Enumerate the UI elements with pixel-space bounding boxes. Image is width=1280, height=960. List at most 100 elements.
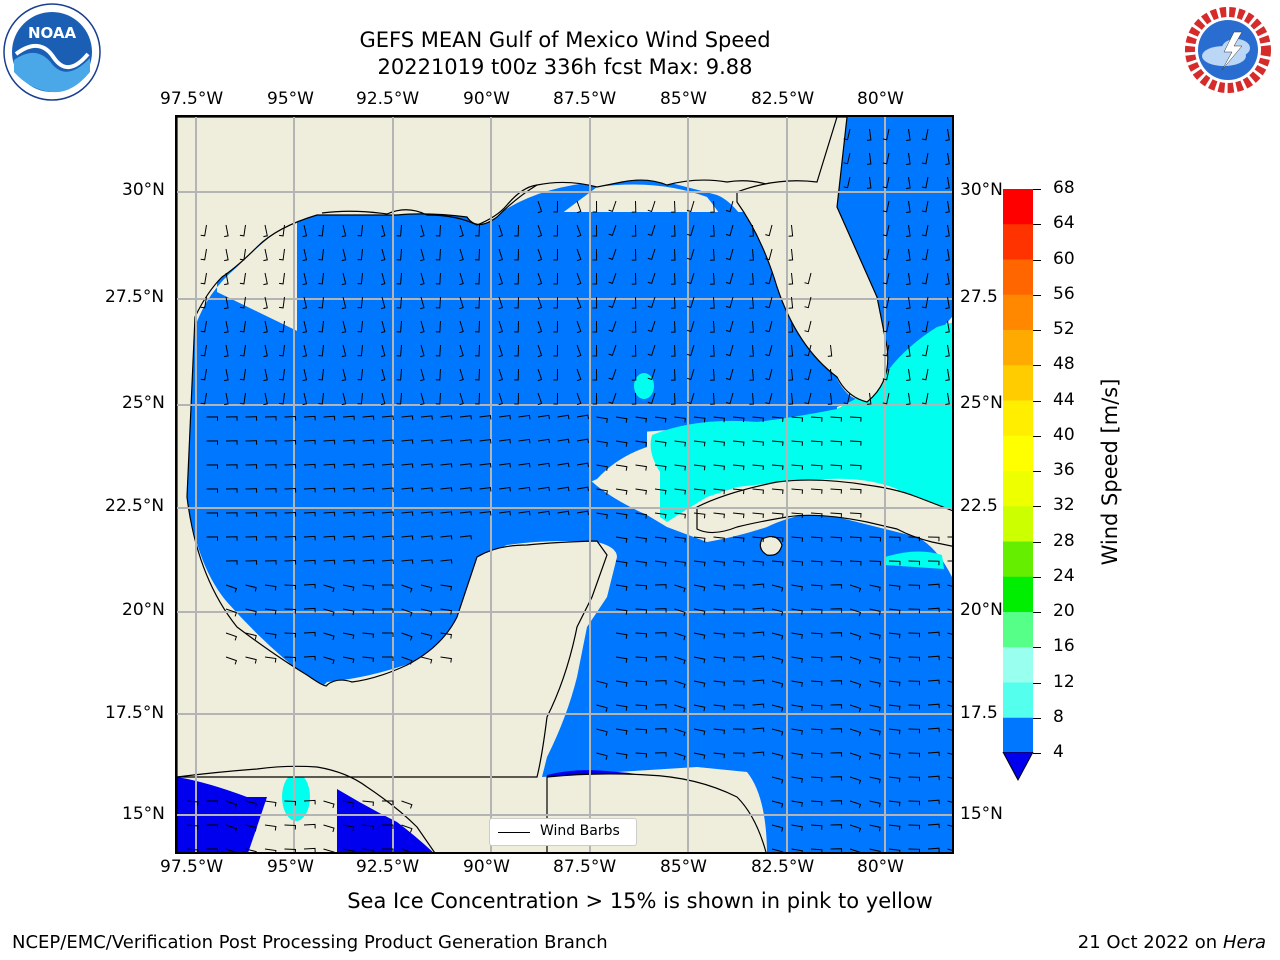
wind-barb bbox=[592, 296, 598, 309]
wind-barb bbox=[284, 632, 297, 638]
wind-barb bbox=[670, 320, 676, 333]
wind-barb bbox=[830, 584, 843, 589]
wind-barb bbox=[342, 608, 355, 616]
lat-label-left: 20°N bbox=[122, 600, 165, 620]
wind-barb bbox=[440, 559, 453, 564]
wind-barb bbox=[827, 368, 833, 381]
wind-barb bbox=[647, 344, 656, 357]
wind-barb bbox=[908, 752, 921, 758]
colorbar-band bbox=[1003, 506, 1033, 542]
wind-barb bbox=[459, 487, 472, 492]
wind-barb bbox=[888, 824, 901, 831]
wind-barb bbox=[357, 344, 363, 357]
wind-barb bbox=[498, 486, 511, 492]
wind-barb bbox=[557, 414, 570, 420]
wind-barb bbox=[654, 440, 667, 447]
wind-barb bbox=[341, 368, 347, 382]
colorbar-title: Wind Speed [m/s] bbox=[1098, 378, 1122, 566]
wind-barb bbox=[239, 320, 246, 333]
wind-barb bbox=[537, 272, 543, 286]
colorbar-band bbox=[1003, 435, 1033, 472]
wind-barb bbox=[557, 438, 570, 444]
wind-barb bbox=[263, 320, 268, 334]
wind-barb bbox=[830, 776, 843, 781]
wind-barb bbox=[382, 656, 394, 661]
wind-barb bbox=[725, 344, 734, 357]
wind-barb bbox=[362, 800, 374, 807]
wind-barb bbox=[788, 392, 794, 405]
wind-barb bbox=[303, 415, 316, 421]
wind-barb bbox=[303, 511, 316, 517]
wind-barb bbox=[225, 464, 238, 469]
wind-barb bbox=[318, 368, 324, 381]
wind-barb bbox=[713, 464, 725, 471]
wind-barb bbox=[342, 584, 355, 592]
lon-label-bottom: 85°W bbox=[660, 857, 707, 877]
wind-barb bbox=[474, 320, 480, 333]
wind-barb bbox=[323, 415, 336, 421]
wind-barb bbox=[206, 800, 218, 805]
wind-barb bbox=[791, 416, 804, 422]
wind-barb bbox=[869, 680, 881, 688]
wind-barb bbox=[396, 392, 402, 405]
wind-barb bbox=[420, 439, 433, 444]
wind-barb bbox=[225, 488, 238, 493]
wind-barb bbox=[498, 392, 504, 406]
wind-barb bbox=[791, 680, 803, 687]
wind-barb bbox=[284, 463, 297, 469]
wind-barb bbox=[908, 824, 921, 830]
wind-barb bbox=[771, 824, 784, 832]
wind-barb bbox=[921, 176, 929, 189]
wind-barb bbox=[264, 848, 277, 852]
wind-barb bbox=[498, 462, 511, 468]
wind-barb bbox=[284, 584, 297, 590]
colorbar-tick-label: 64 bbox=[1053, 213, 1075, 234]
wind-barb bbox=[908, 848, 921, 852]
wind-barb bbox=[518, 414, 531, 420]
wind-barb bbox=[686, 296, 695, 309]
wind-barb bbox=[537, 200, 543, 214]
wind-barb bbox=[342, 848, 355, 852]
wind-barb bbox=[830, 608, 843, 613]
wind-barb bbox=[635, 584, 648, 590]
wind-barb bbox=[380, 248, 386, 262]
wind-barb bbox=[752, 488, 764, 495]
colorbar-band bbox=[1003, 189, 1033, 225]
wind-barb bbox=[553, 224, 558, 237]
wind-barb bbox=[206, 536, 218, 541]
wind-barb bbox=[670, 272, 676, 285]
wind-barb bbox=[927, 560, 940, 566]
wind-barb bbox=[362, 584, 374, 591]
wind-barb bbox=[323, 632, 335, 641]
wind-barb bbox=[882, 344, 890, 357]
wind-barb bbox=[537, 368, 543, 382]
wind-barb bbox=[654, 656, 667, 661]
colorbar-tick bbox=[1033, 435, 1041, 437]
wind-barb bbox=[674, 584, 686, 593]
wind-barb bbox=[927, 751, 940, 757]
wind-barb bbox=[908, 536, 921, 542]
wind-barb bbox=[725, 200, 734, 213]
lon-label-top: 87.5°W bbox=[553, 89, 617, 109]
wind-barbs bbox=[186, 128, 952, 852]
wind-barb bbox=[849, 824, 862, 833]
wind-barb bbox=[592, 320, 598, 333]
wind-barb bbox=[752, 416, 764, 423]
wind-barb bbox=[947, 656, 952, 659]
wind-barb bbox=[435, 392, 441, 405]
wind-barb bbox=[420, 463, 433, 468]
wind-barb bbox=[830, 560, 843, 566]
wind-barb bbox=[921, 368, 929, 381]
lat-label-left: 22.5°N bbox=[105, 496, 165, 516]
wind-barb bbox=[921, 272, 929, 285]
wind-barb bbox=[713, 584, 725, 591]
chart-title: GEFS MEAN Gulf of Mexico Wind Speed bbox=[359, 28, 771, 52]
wind-barb bbox=[303, 463, 316, 469]
wind-barb bbox=[882, 296, 890, 309]
wind-barb bbox=[843, 176, 851, 189]
wind-barb bbox=[576, 392, 582, 406]
wind-barb bbox=[693, 680, 706, 688]
wind-barb bbox=[401, 608, 413, 617]
wind-barb bbox=[713, 752, 725, 759]
wind-barb bbox=[927, 847, 940, 852]
